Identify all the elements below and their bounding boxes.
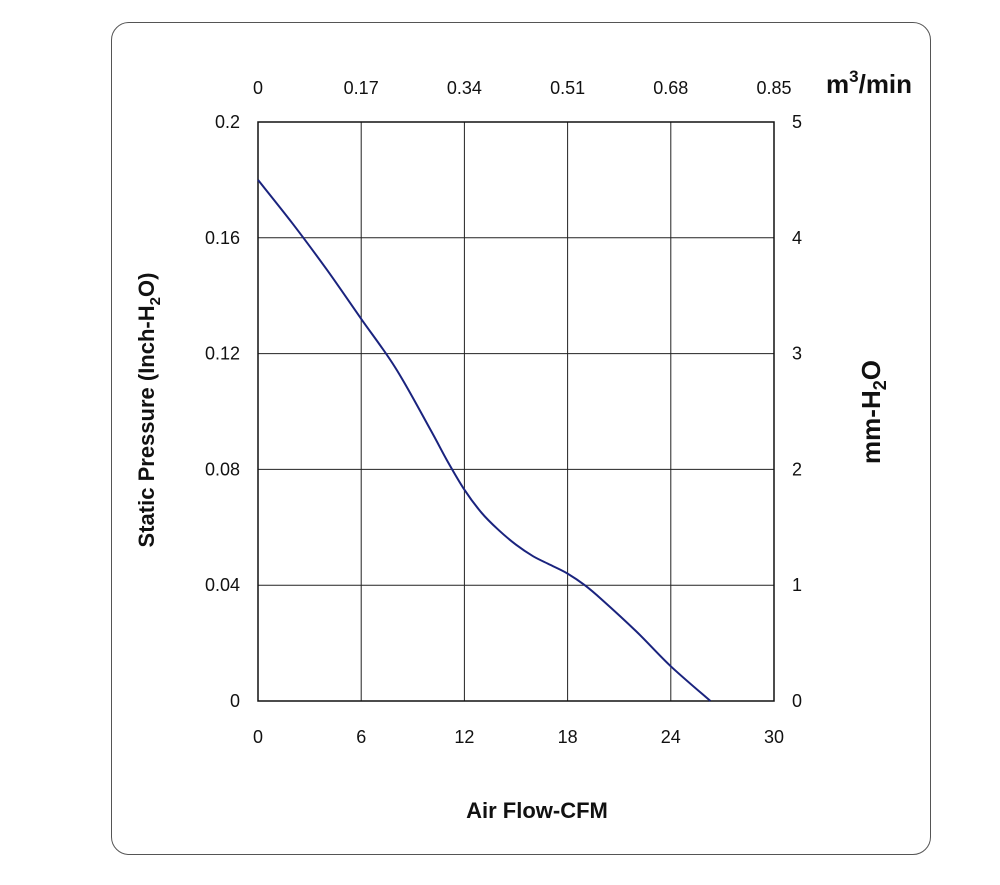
x-tick-label: 30 [764, 727, 784, 747]
y2-axis-mm-h2o-ticks: 0 1 2 3 4 5 [792, 112, 802, 711]
x2-axis-m3min-ticks: 0 0.17 0.34 0.51 0.68 0.85 [253, 78, 792, 98]
grid-lines [258, 122, 774, 701]
y2-tick-label: 1 [792, 575, 802, 595]
y-tick-label: 0.16 [205, 228, 240, 248]
y-tick-label: 0.2 [215, 112, 240, 132]
x-tick-label: 18 [558, 727, 578, 747]
y2-tick-label: 0 [792, 691, 802, 711]
x2-tick-label: 0.68 [653, 78, 688, 98]
y-tick-label: 0.08 [205, 459, 240, 479]
pq-curve-line [257, 179, 712, 702]
y-axis-inch-h2o-ticks: 0 0.04 0.08 0.12 0.16 0.2 [205, 112, 240, 711]
x2-tick-label: 0 [253, 78, 263, 98]
plot-area-border [257, 121, 775, 702]
y2-tick-label: 2 [792, 459, 802, 479]
series-group [257, 179, 712, 702]
y2-axis-title: mm-H2O [856, 360, 890, 464]
y-axis-title: Static Pressure (Inch-H2O) [134, 273, 164, 548]
x-axis-cfm-ticks: 0 6 12 18 24 30 [253, 727, 784, 747]
x-tick-label: 12 [454, 727, 474, 747]
y2-tick-label: 4 [792, 228, 802, 248]
x-tick-label: 6 [356, 727, 366, 747]
y-tick-label: 0.12 [205, 344, 240, 364]
x-tick-label: 24 [661, 727, 681, 747]
x-tick-label: 0 [253, 727, 263, 747]
x2-axis-title: m3/min [826, 67, 912, 99]
y2-tick-label: 3 [792, 344, 802, 364]
y-tick-label: 0 [230, 691, 240, 711]
x-axis-title: Air Flow-CFM [466, 798, 608, 823]
x2-tick-label: 0.51 [550, 78, 585, 98]
x2-tick-label: 0.17 [344, 78, 379, 98]
y-tick-label: 0.04 [205, 575, 240, 595]
x2-tick-label: 0.34 [447, 78, 482, 98]
chart-frame [111, 22, 931, 855]
x2-tick-label: 0.85 [756, 78, 791, 98]
y2-tick-label: 5 [792, 112, 802, 132]
